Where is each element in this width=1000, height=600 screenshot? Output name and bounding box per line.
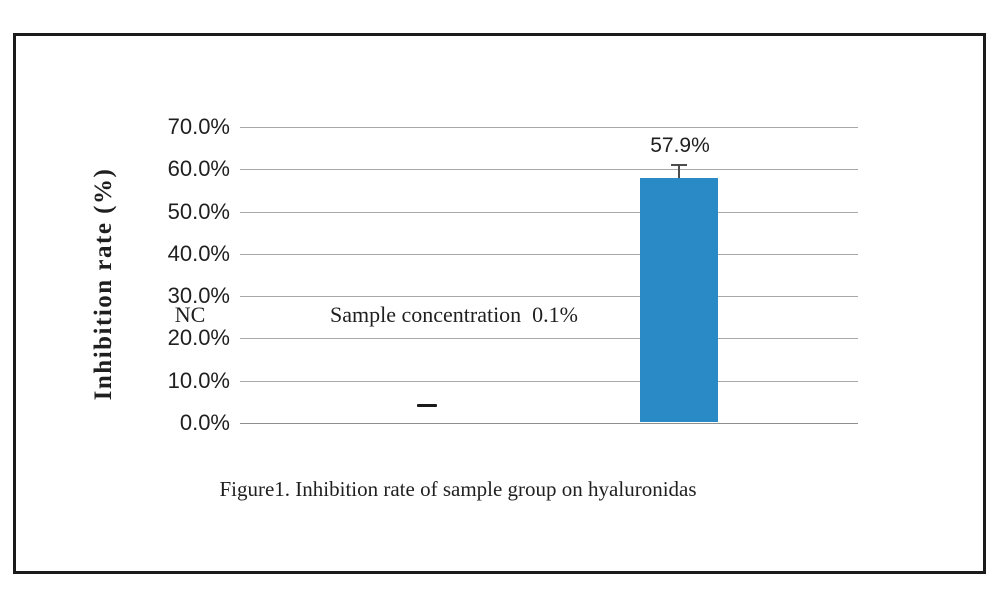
figure-border bbox=[13, 33, 986, 574]
x-tick-nc: NC bbox=[174, 302, 206, 327]
error-bar-stem bbox=[678, 164, 680, 179]
gridline bbox=[240, 423, 858, 424]
y-tick-label: 20.0% bbox=[167, 325, 230, 350]
bar-sample bbox=[640, 178, 718, 422]
plot-area: 70.0% 60.0% 50.0% 40.0% 30.0% 20.0% 10.0% 0.0% … bbox=[168, 114, 858, 435]
y-tick-label: 30.0% bbox=[167, 283, 230, 308]
x-tick-sample: Sample concentration 0.1% bbox=[329, 302, 579, 327]
y-tick-label: 0.0% bbox=[179, 410, 230, 435]
y-tick-label: 60.0% bbox=[167, 156, 230, 181]
gridline bbox=[240, 338, 858, 339]
gridline bbox=[240, 296, 858, 297]
gridline bbox=[240, 127, 858, 128]
figure-caption: Figure1. Inhibition rate of sample group… bbox=[219, 477, 697, 501]
y-tick-label: 70.0% bbox=[167, 114, 230, 139]
gridline bbox=[240, 381, 858, 382]
nc-marker-dash bbox=[417, 403, 437, 407]
y-tick-label: 40.0% bbox=[167, 241, 230, 266]
gridline bbox=[240, 169, 858, 170]
gridline bbox=[240, 254, 858, 255]
bar-value-label: 57.9% bbox=[650, 134, 710, 158]
y-tick-label: 10.0% bbox=[167, 368, 230, 393]
y-tick-label: 50.0% bbox=[167, 199, 230, 224]
gridline bbox=[240, 212, 858, 213]
